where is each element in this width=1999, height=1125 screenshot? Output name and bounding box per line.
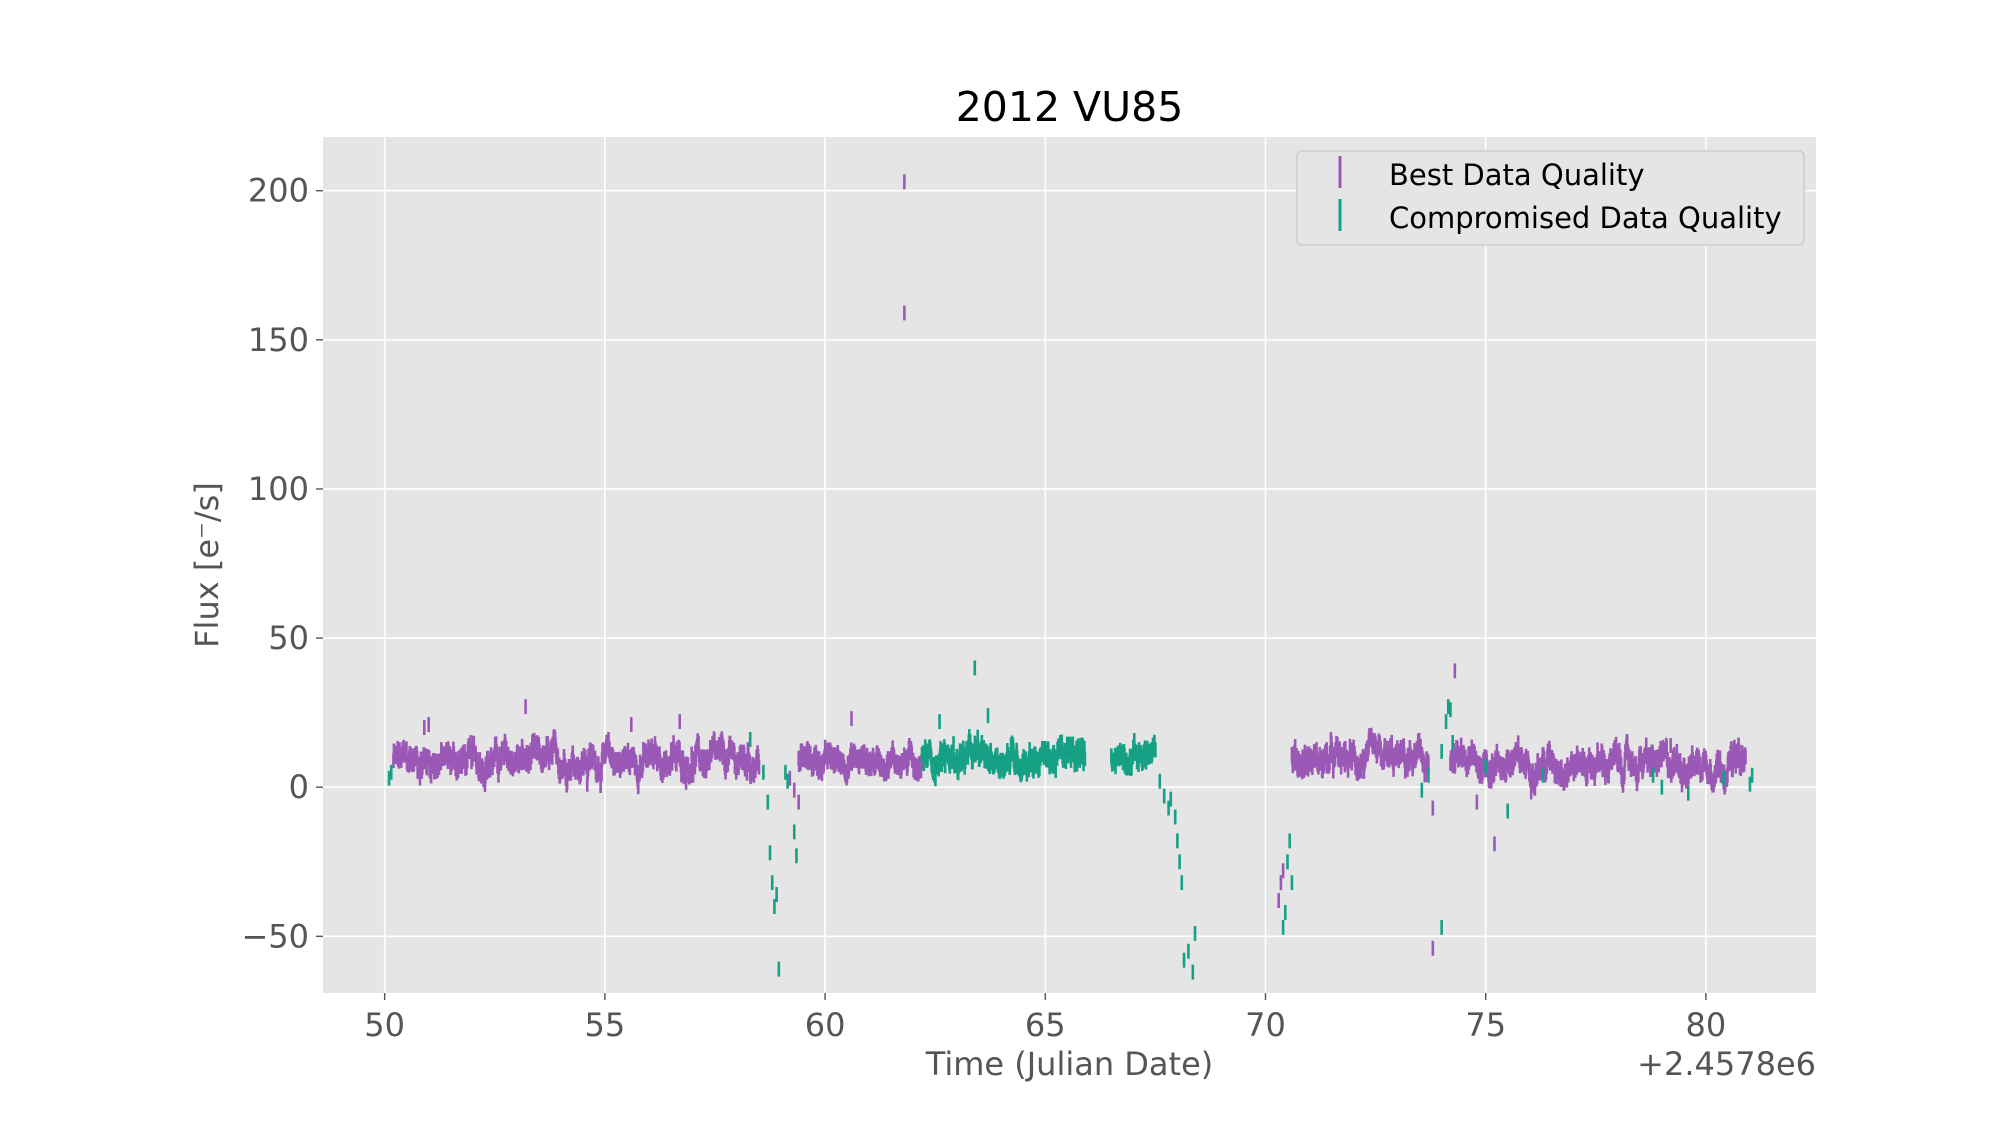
- y-tick-label: 200: [248, 172, 309, 210]
- y-tick-label: 0: [289, 768, 309, 806]
- x-tick-label: 70: [1245, 1006, 1286, 1044]
- legend-box: [1296, 150, 1805, 246]
- y-tick-label: 50: [268, 619, 309, 657]
- x-tick-label: 65: [1025, 1006, 1066, 1044]
- x-tick-label: 55: [585, 1006, 626, 1044]
- legend: Best Data Quality Compromised Data Quali…: [1296, 150, 1805, 246]
- x-axis-label: Time (Julian Date): [925, 1045, 1214, 1083]
- y-axis-label: Flux [e⁻/s]: [188, 482, 226, 648]
- x-tick-label: 50: [364, 1006, 405, 1044]
- series-compromised: [387, 660, 1754, 980]
- y-tick-label: 150: [248, 321, 309, 359]
- x-offset-label: +2.4578e6: [1637, 1045, 1816, 1083]
- x-tick-label: 75: [1465, 1006, 1506, 1044]
- series-layer: [387, 174, 1754, 980]
- x-tick-label: 60: [805, 1006, 846, 1044]
- y-tick-label: 100: [248, 470, 309, 508]
- chart-title: 2012 VU85: [956, 83, 1184, 131]
- x-tick-label: 80: [1686, 1006, 1727, 1044]
- plot-background: [323, 137, 1816, 993]
- tick-labels: 50 55 60 65 70 75 80 −50 0 50 100 150 200: [241, 172, 1726, 1044]
- legend-label-compromised: Compromised Data Quality: [1389, 201, 1782, 235]
- y-tick-label: −50: [241, 917, 309, 955]
- legend-label-best: Best Data Quality: [1389, 158, 1645, 192]
